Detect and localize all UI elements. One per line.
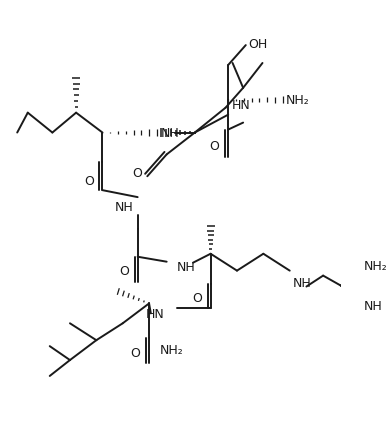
- Text: NH: NH: [115, 201, 133, 214]
- Text: NH: NH: [292, 276, 311, 289]
- Text: NH: NH: [161, 127, 179, 140]
- Text: O: O: [130, 346, 140, 359]
- Text: O: O: [119, 264, 129, 277]
- Text: O: O: [132, 166, 142, 179]
- Text: NH: NH: [364, 299, 382, 312]
- Text: HN: HN: [232, 98, 251, 111]
- Text: NH₂: NH₂: [286, 94, 310, 107]
- Text: O: O: [210, 140, 219, 153]
- Text: O: O: [192, 291, 202, 304]
- Text: OH: OH: [249, 37, 267, 50]
- Text: NH₂: NH₂: [364, 260, 386, 273]
- Text: HN: HN: [145, 307, 164, 320]
- Text: NH: NH: [177, 261, 196, 273]
- Text: O: O: [84, 174, 94, 187]
- Text: NH₂: NH₂: [160, 344, 183, 356]
